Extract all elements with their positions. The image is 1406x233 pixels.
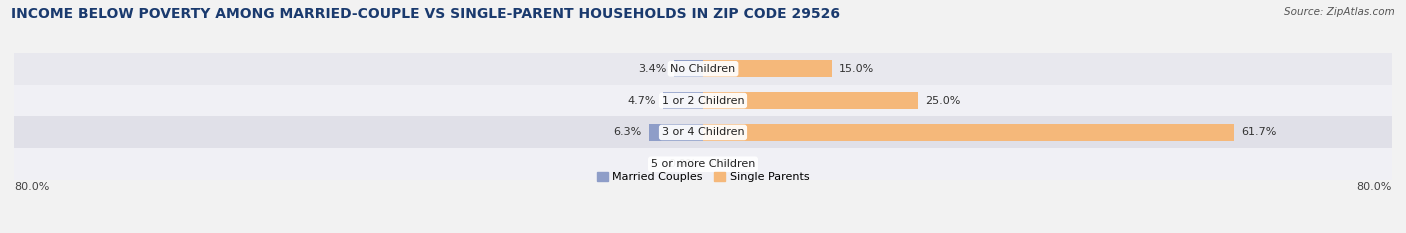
Bar [648,124,703,141]
Bar [673,61,703,77]
Text: 0.0%: 0.0% [710,159,738,169]
Text: No Children: No Children [671,64,735,74]
Bar [14,85,1392,116]
Text: 1 or 2 Children: 1 or 2 Children [662,96,744,106]
Text: 5 or more Children: 5 or more Children [651,159,755,169]
Bar [662,92,703,109]
Bar [703,61,832,77]
Text: 6.3%: 6.3% [613,127,643,137]
Bar [14,53,1392,85]
Text: 0.0%: 0.0% [668,159,696,169]
Text: 25.0%: 25.0% [925,96,960,106]
Bar [14,148,1392,180]
Text: 80.0%: 80.0% [14,182,49,192]
Bar [14,116,1392,148]
Text: 80.0%: 80.0% [1357,182,1392,192]
Text: 61.7%: 61.7% [1241,127,1277,137]
Legend: Married Couples, Single Parents: Married Couples, Single Parents [592,168,814,187]
Bar [703,92,918,109]
Text: 15.0%: 15.0% [839,64,875,74]
Bar [703,124,1234,141]
Text: 4.7%: 4.7% [627,96,655,106]
Text: Source: ZipAtlas.com: Source: ZipAtlas.com [1284,7,1395,17]
Text: 3.4%: 3.4% [638,64,666,74]
Text: 3 or 4 Children: 3 or 4 Children [662,127,744,137]
Text: INCOME BELOW POVERTY AMONG MARRIED-COUPLE VS SINGLE-PARENT HOUSEHOLDS IN ZIP COD: INCOME BELOW POVERTY AMONG MARRIED-COUPL… [11,7,841,21]
